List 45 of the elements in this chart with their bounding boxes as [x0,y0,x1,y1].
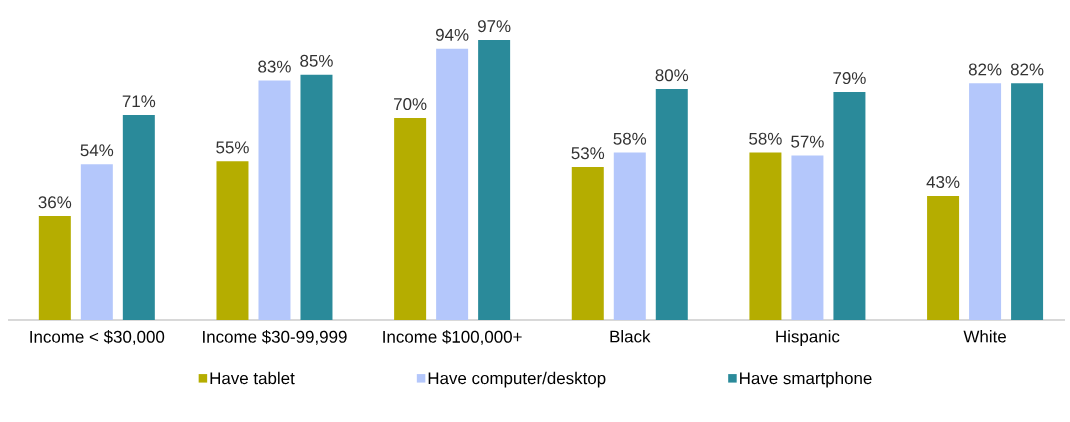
data-label: 97% [477,20,511,33]
data-label: 55% [216,141,249,154]
data-label: 83% [258,60,291,73]
data-label: 71% [122,95,156,108]
bar [927,195,960,320]
bar [791,155,824,320]
bar [80,164,113,320]
bar [258,80,291,320]
data-label: 80% [655,69,689,82]
x-tick-label: White [963,330,1006,343]
x-tick-label: Hispanic [776,330,840,346]
legend-label: Have computer/desktop [428,371,606,388]
bar [655,89,688,320]
data-label: 58% [749,132,782,145]
bar [122,115,155,320]
bar [1011,83,1044,320]
bar [613,152,646,320]
bar [38,216,71,320]
data-label: 79% [833,72,866,85]
data-label: 82% [1010,63,1044,76]
bar [436,48,469,320]
data-label: 94% [435,28,469,41]
data-label: 36% [38,196,72,209]
data-label: 70% [394,98,427,111]
data-label: 54% [80,144,114,157]
data-label: 53% [571,147,605,160]
bar [394,117,427,320]
data-label: 85% [300,54,333,67]
bar [478,40,511,320]
x-tick-label: Black [610,330,651,343]
data-label: 82% [968,63,1002,76]
x-tick-label: Income $30-99,999 [203,330,347,345]
legend-label: Have tablet [210,371,295,385]
data-label: 58% [613,132,647,145]
x-tick-label: Income < $30,000 [30,330,165,345]
bar [749,152,782,320]
data-label: 43% [926,176,960,189]
bar [300,74,333,320]
bar [969,83,1002,320]
bar [833,91,866,320]
bar [216,161,249,320]
x-tick-label: Income $100,000+ [383,330,522,345]
bar [571,167,604,320]
legend-label: Have smartphone [740,371,872,388]
data-label: 57% [791,135,824,148]
